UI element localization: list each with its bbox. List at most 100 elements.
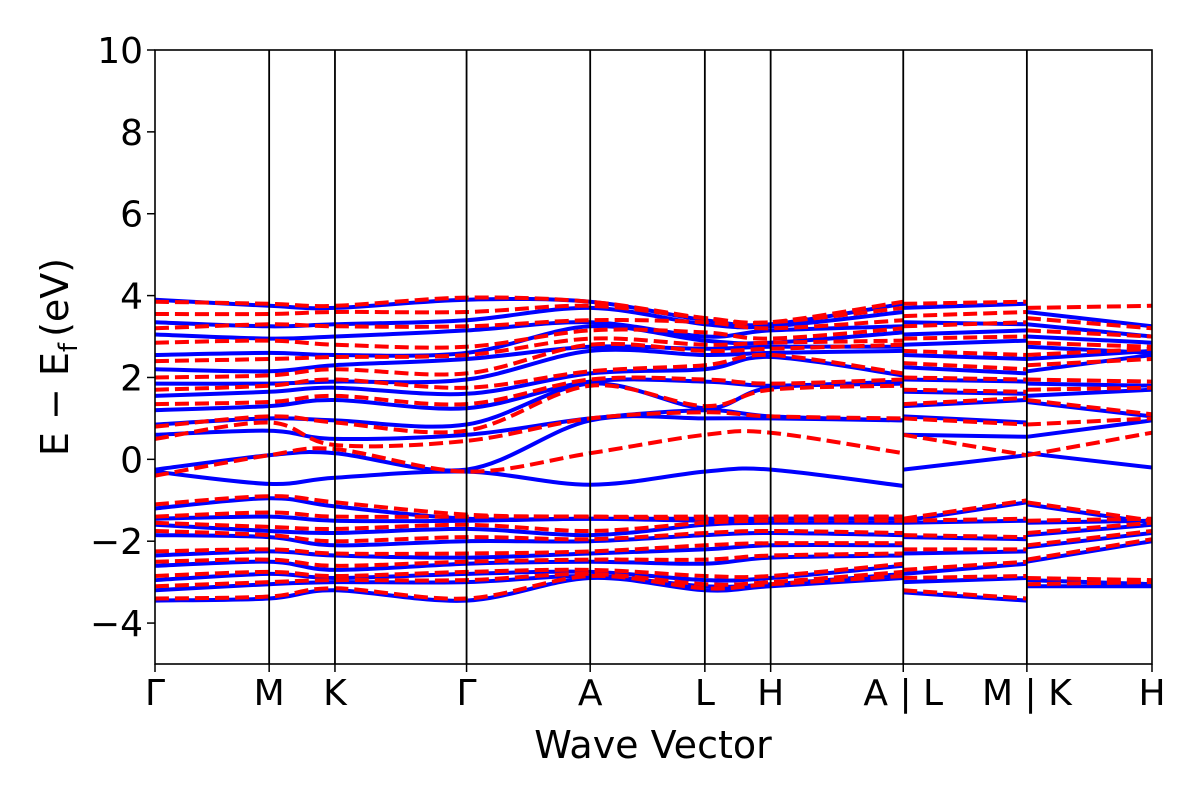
dashed-band-line (1026, 416, 1152, 427)
y-tick-label: −4 (90, 604, 143, 645)
solid-band-line (903, 535, 1027, 542)
solid-band-line (1026, 381, 1152, 388)
dashed-band-line (1026, 520, 1152, 535)
y-tick-label: 8 (120, 113, 143, 154)
dashed-band-line (155, 295, 904, 326)
x-tick-label: L (695, 673, 715, 714)
dashed-band-line (903, 574, 1027, 580)
solid-band-line (903, 389, 1027, 396)
dashed-band-line (155, 341, 904, 380)
x-tick-label: H (1138, 673, 1165, 714)
solid-band-line (1026, 451, 1152, 470)
solid-band-line (903, 561, 1028, 576)
y-axis-label-subscript: f (54, 342, 84, 352)
dashed-band-line (903, 533, 1027, 540)
x-tick-label: M (254, 673, 285, 714)
dashed-band-line (903, 361, 1028, 372)
solid-band-line (1026, 310, 1152, 329)
dashed-band-line (1026, 576, 1152, 583)
y-axis-label-unit: (eV) (33, 258, 77, 337)
y-axis-ticks: −4 −2 0 2 4 6 8 10 (90, 31, 155, 645)
solid-band-line (1026, 334, 1152, 345)
dashed-band-line (1026, 580, 1152, 587)
y-axis-label: E − Ef (eV) (33, 258, 84, 456)
dashed-band-line (1026, 398, 1152, 417)
dashed-band-line (155, 569, 904, 589)
dashed-band-line (155, 551, 904, 568)
y-tick-label: 4 (120, 277, 143, 318)
y-tick-label: 10 (97, 31, 143, 72)
solid-band-line (903, 365, 1028, 376)
solid-band-line (1026, 522, 1152, 538)
kpoint-separator-lines (268, 50, 1028, 664)
dashed-band-line (903, 334, 1027, 341)
dashed-band-line (903, 320, 1027, 329)
x-tick-label: Γ (145, 673, 165, 714)
x-tick-label: M | K (982, 673, 1073, 714)
solid-band-line (903, 328, 1027, 337)
dashed-band-line (1026, 500, 1152, 523)
x-tick-label: A (578, 673, 603, 714)
dashed-band-line (903, 416, 1027, 427)
solid-band-line (903, 432, 1027, 439)
y-tick-label: −2 (90, 522, 143, 563)
solid-band-line (1026, 400, 1152, 419)
dashed-band-line (903, 299, 1027, 306)
dashed-band-line (155, 573, 904, 601)
dashed-band-line (1026, 430, 1152, 458)
dashed-band-line (1026, 316, 1152, 331)
x-tick-label: H (757, 673, 784, 714)
x-tick-label: K (323, 673, 348, 714)
solid-band-line (903, 518, 1027, 525)
plot-frame (154, 49, 1153, 665)
dashed-band-line (903, 387, 1027, 394)
solid-band-line (1026, 418, 1152, 439)
y-tick-label: 0 (120, 440, 143, 481)
dashed-band-line (1026, 537, 1152, 562)
dashed-band-line (155, 410, 904, 449)
dashed-band-line (155, 303, 904, 325)
dashed-band-line (155, 529, 904, 544)
dashed-band-line (903, 559, 1028, 572)
dashed-band-line (155, 318, 904, 331)
solid-band-line (903, 377, 1027, 384)
dashed-band-line (155, 336, 904, 364)
solid-band-line (1026, 387, 1152, 398)
dashed-band-line (903, 516, 1027, 523)
solid-band-line (903, 590, 1028, 603)
dashed-band-line (902, 432, 1028, 458)
solid-band-line (903, 398, 1027, 409)
solid-band-line (903, 549, 1027, 556)
dashed-band-line (1026, 328, 1152, 339)
y-tick-label: 2 (120, 358, 143, 399)
dashed-band-line (1026, 385, 1152, 392)
dashed-band-line (155, 518, 904, 534)
solid-band-line (903, 353, 1027, 361)
dashed-band-line (155, 375, 904, 407)
dashed-band-line (903, 375, 1027, 382)
solid-band-line (902, 453, 1028, 472)
dashed-band-line (903, 395, 1028, 407)
solid-band-line (903, 338, 1027, 347)
dashed-band-line (1026, 346, 1152, 357)
dashed-band-line (903, 310, 1027, 319)
dashed-band-line (155, 352, 904, 392)
y-axis-label-main: E − E (33, 352, 77, 456)
dashed-band-line (155, 561, 904, 580)
dashed-band-line (1026, 377, 1152, 384)
solid-band-line (903, 576, 1027, 585)
y-tick-label: 6 (120, 195, 143, 236)
dashed-band-line (155, 510, 904, 521)
dashed-band-line (1026, 357, 1152, 368)
dashed-band-line (155, 541, 904, 556)
dashed-band-line (903, 348, 1027, 357)
dashed-band-line (902, 498, 1028, 521)
dashed-band-line (903, 588, 1028, 601)
dashed-band-line (1026, 303, 1152, 310)
x-tick-label: A | L (863, 673, 943, 714)
x-tick-label: Γ (457, 673, 477, 714)
solid-band-line (903, 301, 1027, 310)
dashed-band-line (155, 494, 904, 519)
